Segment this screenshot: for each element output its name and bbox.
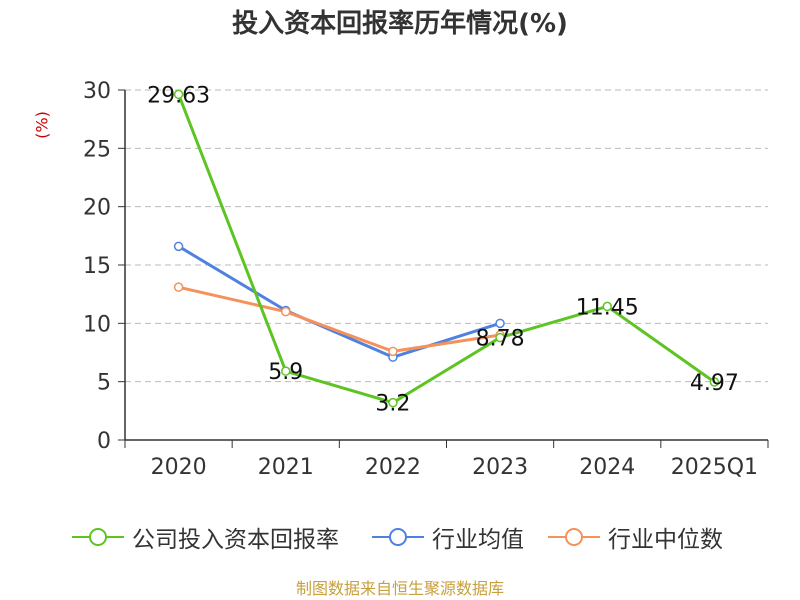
y-tick-label: 0 — [97, 429, 111, 454]
y-tick-label: 5 — [97, 371, 111, 396]
legend-line-marker-icon — [548, 528, 600, 546]
series-line-industry_avg — [177, 245, 501, 359]
series-line-company — [177, 93, 716, 405]
y-tick-label: 20 — [83, 196, 111, 221]
data-label: 3.2 — [375, 392, 410, 417]
data-point-company — [388, 397, 398, 408]
data-label: 29.63 — [147, 83, 210, 108]
legend-line-marker-icon — [372, 528, 424, 546]
y-tick-label: 15 — [83, 254, 111, 279]
chart-title: 投入资本回报率历年情况(%) — [232, 9, 568, 39]
data-point-company — [281, 366, 291, 376]
data-point-industry_median — [388, 346, 398, 357]
legend-item-industry-avg[interactable]: 行业均值 — [372, 520, 524, 554]
line-chart: 0 5 10 15 20 25 30 2020 2021 2022 2023 2024 2025Q1 29… — [83, 79, 769, 480]
legend: 公司投入资本回报率 行业均值 行业中位数 — [0, 520, 800, 554]
data-point-industry_avg — [173, 241, 184, 252]
data-label: 11.45 — [576, 295, 639, 320]
data-point-company — [173, 89, 184, 100]
legend-label-industry-median: 行业中位数 — [608, 527, 723, 553]
y-tick-label: 25 — [83, 137, 111, 162]
legend-label-company: 公司投入资本回报率 — [132, 527, 339, 553]
data-point-company — [602, 301, 612, 312]
x-tick-label: 2020 — [151, 455, 207, 480]
series-line-industry_median — [178, 285, 501, 353]
x-tick-label: 2022 — [365, 455, 421, 480]
data-point-industry_avg — [495, 318, 505, 329]
legend-item-company[interactable]: 公司投入资本回报率 — [72, 520, 339, 554]
data-label: 5.9 — [268, 360, 303, 385]
y-tick-label: 10 — [83, 312, 111, 337]
legend-line-marker-icon — [72, 528, 124, 546]
data-source-note: 制图数据来自恒生聚源数据库 — [295, 579, 504, 598]
data-label: 8.78 — [476, 327, 525, 352]
data-point-industry_median — [173, 282, 184, 292]
x-tick-label: 2025Q1 — [671, 455, 758, 480]
y-tick-label: 30 — [83, 79, 111, 104]
data-point-company — [495, 332, 505, 343]
x-tick-label: 2023 — [472, 455, 528, 480]
data-point-industry_median — [281, 306, 291, 317]
x-tick-label: 2021 — [258, 455, 314, 480]
data-label: 4.97 — [690, 371, 739, 396]
x-tick-label: 2024 — [579, 455, 635, 480]
legend-label-industry-avg: 行业均值 — [432, 527, 524, 553]
legend-item-industry-median[interactable]: 行业中位数 — [548, 520, 723, 554]
data-point-company — [709, 377, 720, 387]
